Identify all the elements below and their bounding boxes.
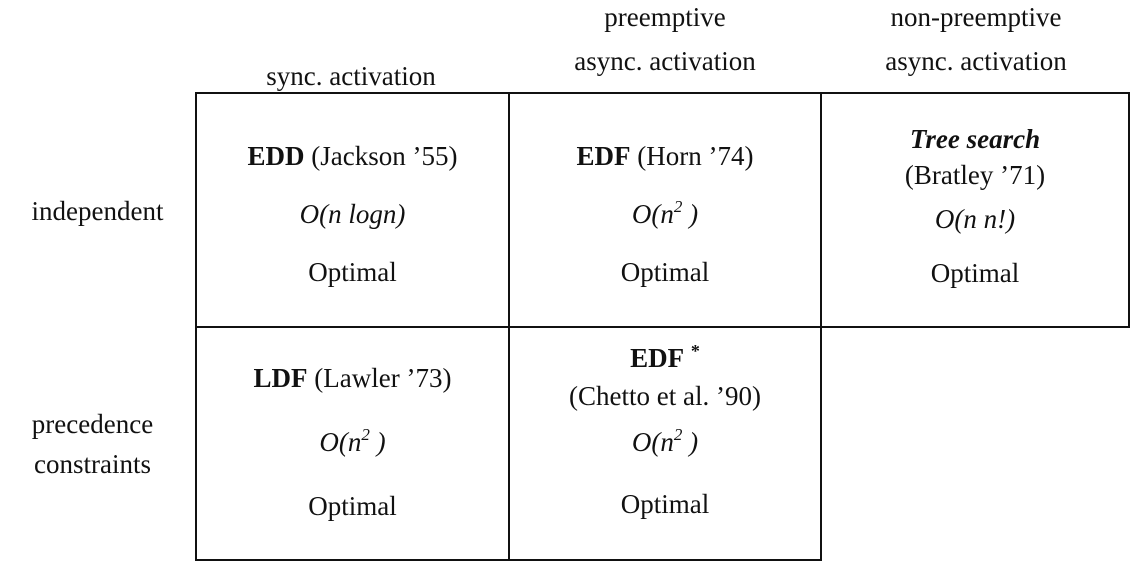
table-divider-row bbox=[195, 326, 1130, 328]
cell-edf-star-result: Optimal bbox=[620, 489, 710, 519]
row-header-precedence-line2: constraints bbox=[34, 449, 151, 479]
cell-edd-complexity: O(n logn) bbox=[299, 199, 406, 229]
cell-edd-result: Optimal bbox=[308, 257, 397, 287]
cell-ldf-result: Optimal bbox=[308, 491, 397, 521]
table-border-right bbox=[1128, 92, 1130, 328]
cell-edf-complexity: O(n2 ) bbox=[631, 197, 699, 229]
cell-tree-search-result: Optimal bbox=[930, 258, 1020, 288]
cell-edf-title: EDF (Horn ’74) bbox=[510, 136, 820, 176]
column-header-preemptive-line2: async. activation bbox=[574, 46, 756, 76]
cell-edf-star-complexity: O(n2 ) bbox=[631, 425, 699, 457]
column-header-preemptive-line1: preemptive bbox=[604, 2, 726, 32]
cell-edd-ref: (Jackson ’55) bbox=[311, 141, 458, 171]
cell-edf: EDF (Horn ’74) O(n2 ) Optimal bbox=[510, 94, 820, 326]
cell-edd-title: EDD (Jackson ’55) bbox=[197, 136, 508, 176]
column-header-sync-line2: sync. activation bbox=[266, 61, 436, 91]
cell-ldf-ref: (Lawler ’73) bbox=[314, 363, 452, 393]
schedule-table: EDD (Jackson ’55) O(n logn) Optimal EDF … bbox=[195, 92, 1130, 561]
cell-edf-algo: EDF bbox=[576, 141, 631, 171]
column-header-non-preemptive-line2: async. activation bbox=[885, 46, 1067, 76]
cell-edd: EDD (Jackson ’55) O(n logn) Optimal bbox=[197, 94, 508, 326]
cell-edf-star-algo: EDF bbox=[630, 343, 685, 373]
column-header-non-preemptive-line1: non-preemptive bbox=[890, 2, 1062, 32]
cell-edf-star-asterisk: * bbox=[690, 341, 700, 361]
cell-tree-search-algo: Tree search bbox=[909, 124, 1041, 154]
column-header-sync: sync. activation bbox=[195, 10, 507, 98]
cell-edf-result: Optimal bbox=[620, 257, 710, 287]
table-border-top bbox=[195, 92, 1130, 94]
cell-edf-star-ref: (Chetto et al. ’90) bbox=[569, 381, 761, 411]
row-header-precedence: precedence constraints bbox=[5, 404, 180, 484]
cell-tree-search-ref: (Bratley ’71) bbox=[904, 160, 1046, 190]
column-header-preemptive: preemptive async. activation bbox=[509, 0, 821, 83]
column-header-sync-line1 bbox=[195, 10, 507, 54]
cell-ldf-algo: LDF bbox=[253, 363, 308, 393]
row-header-precedence-line1: precedence bbox=[31, 409, 154, 439]
cell-edf-ref: (Horn ’74) bbox=[637, 141, 754, 171]
cell-edf-star-title: EDF * bbox=[510, 338, 820, 378]
cell-edf-star: EDF * (Chetto et al. ’90) O(n2 ) Optimal bbox=[510, 328, 820, 559]
row-header-independent-line1: independent bbox=[31, 196, 164, 226]
cell-ldf-title: LDF (Lawler ’73) bbox=[197, 358, 508, 398]
column-header-non-preemptive: non-preemptive async. activation bbox=[820, 0, 1132, 83]
cell-edd-algo: EDD bbox=[247, 141, 305, 171]
cell-ldf-complexity: O(n2 ) bbox=[319, 425, 386, 457]
row-header-independent: independent bbox=[10, 191, 185, 231]
cell-ldf: LDF (Lawler ’73) O(n2 ) Optimal bbox=[197, 328, 508, 559]
cell-tree-search-complexity: O(n n!) bbox=[934, 204, 1016, 234]
cell-tree-search: Tree search (Bratley ’71) O(n n!) Optima… bbox=[822, 94, 1128, 326]
